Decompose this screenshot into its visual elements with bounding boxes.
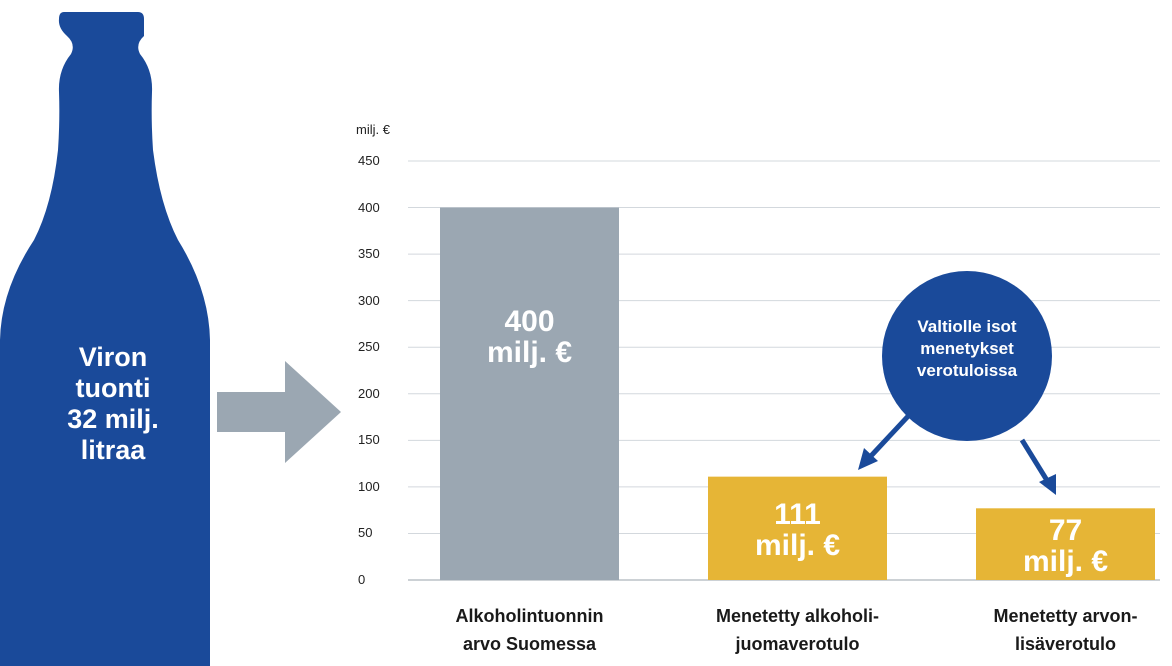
- callout-text-line: Valtiolle isot: [917, 317, 1017, 336]
- bar-value-label: 77 milj. €: [976, 515, 1155, 577]
- category-label-line: lisäverotulo: [1014, 634, 1117, 654]
- y-axis-unit-label: milj. €: [356, 122, 390, 137]
- bar-value-label-line: milj. €: [754, 529, 841, 563]
- bottle-label: Viron tuonti 32 milj. litraa: [22, 342, 204, 466]
- bottle-label-line: Viron: [78, 342, 148, 372]
- category-label: Menetetty arvon-lisäverotulo: [946, 602, 1172, 658]
- callout-arrow-left: [868, 410, 914, 459]
- y-tick-label: 350: [358, 246, 380, 262]
- callout-text: Valtiolle isot menetykset verotuloissa: [888, 316, 1046, 382]
- category-label-line: arvo Suomessa: [462, 634, 597, 654]
- y-tick-label: 150: [358, 432, 380, 448]
- bar: [440, 207, 619, 581]
- category-label-line: juomaverotulo: [735, 634, 860, 654]
- y-tick-label: 50: [358, 525, 373, 541]
- y-tick-label: 100: [358, 478, 380, 494]
- y-tick-label: 400: [358, 199, 380, 215]
- bottle-label-line: 32 milj.: [67, 404, 159, 434]
- category-label: Alkoholintuonnin arvo Suomessa: [410, 602, 650, 658]
- callout-bubble: [882, 271, 1052, 441]
- bar-value-label-line: 77: [1048, 514, 1083, 548]
- bottle-label-line: litraa: [80, 435, 146, 465]
- callout-arrowhead-left: [858, 448, 878, 470]
- arrow-icon: [217, 361, 341, 463]
- y-tick-label: 450: [358, 153, 380, 168]
- bottle-icon: [0, 12, 210, 666]
- y-tick-label: 0: [358, 572, 366, 587]
- bar-value-label-line: 111: [774, 498, 821, 532]
- bar-value-label: 400 milj. €: [440, 306, 619, 368]
- callout-text-line: menetykset: [920, 339, 1014, 358]
- bar-value-label-line: 400: [504, 305, 555, 338]
- category-label-line: Menetetty alkoholi-: [715, 606, 880, 626]
- category-label: Menetetty alkoholi-juomaverotulo: [678, 602, 918, 658]
- category-label-line: Alkoholintuonnin: [455, 606, 604, 626]
- category-label-line: Menetetty arvon-: [993, 606, 1138, 626]
- bar-value-label: 111 milj. €: [708, 499, 887, 561]
- bar-value-label-line: milj. €: [486, 336, 573, 369]
- bar: [976, 508, 1155, 580]
- callout-text-line: verotuloissa: [916, 361, 1018, 380]
- bar: [708, 476, 887, 580]
- bar-value-label-line: milj. €: [1022, 545, 1109, 579]
- y-tick-label: 300: [358, 292, 380, 308]
- y-tick-label: 200: [358, 385, 380, 401]
- bottle-label-line: tuonti: [75, 373, 151, 403]
- callout-arrowhead-right: [1039, 474, 1056, 495]
- y-tick-label: 250: [358, 339, 380, 355]
- callout-arrow-right: [1019, 438, 1051, 484]
